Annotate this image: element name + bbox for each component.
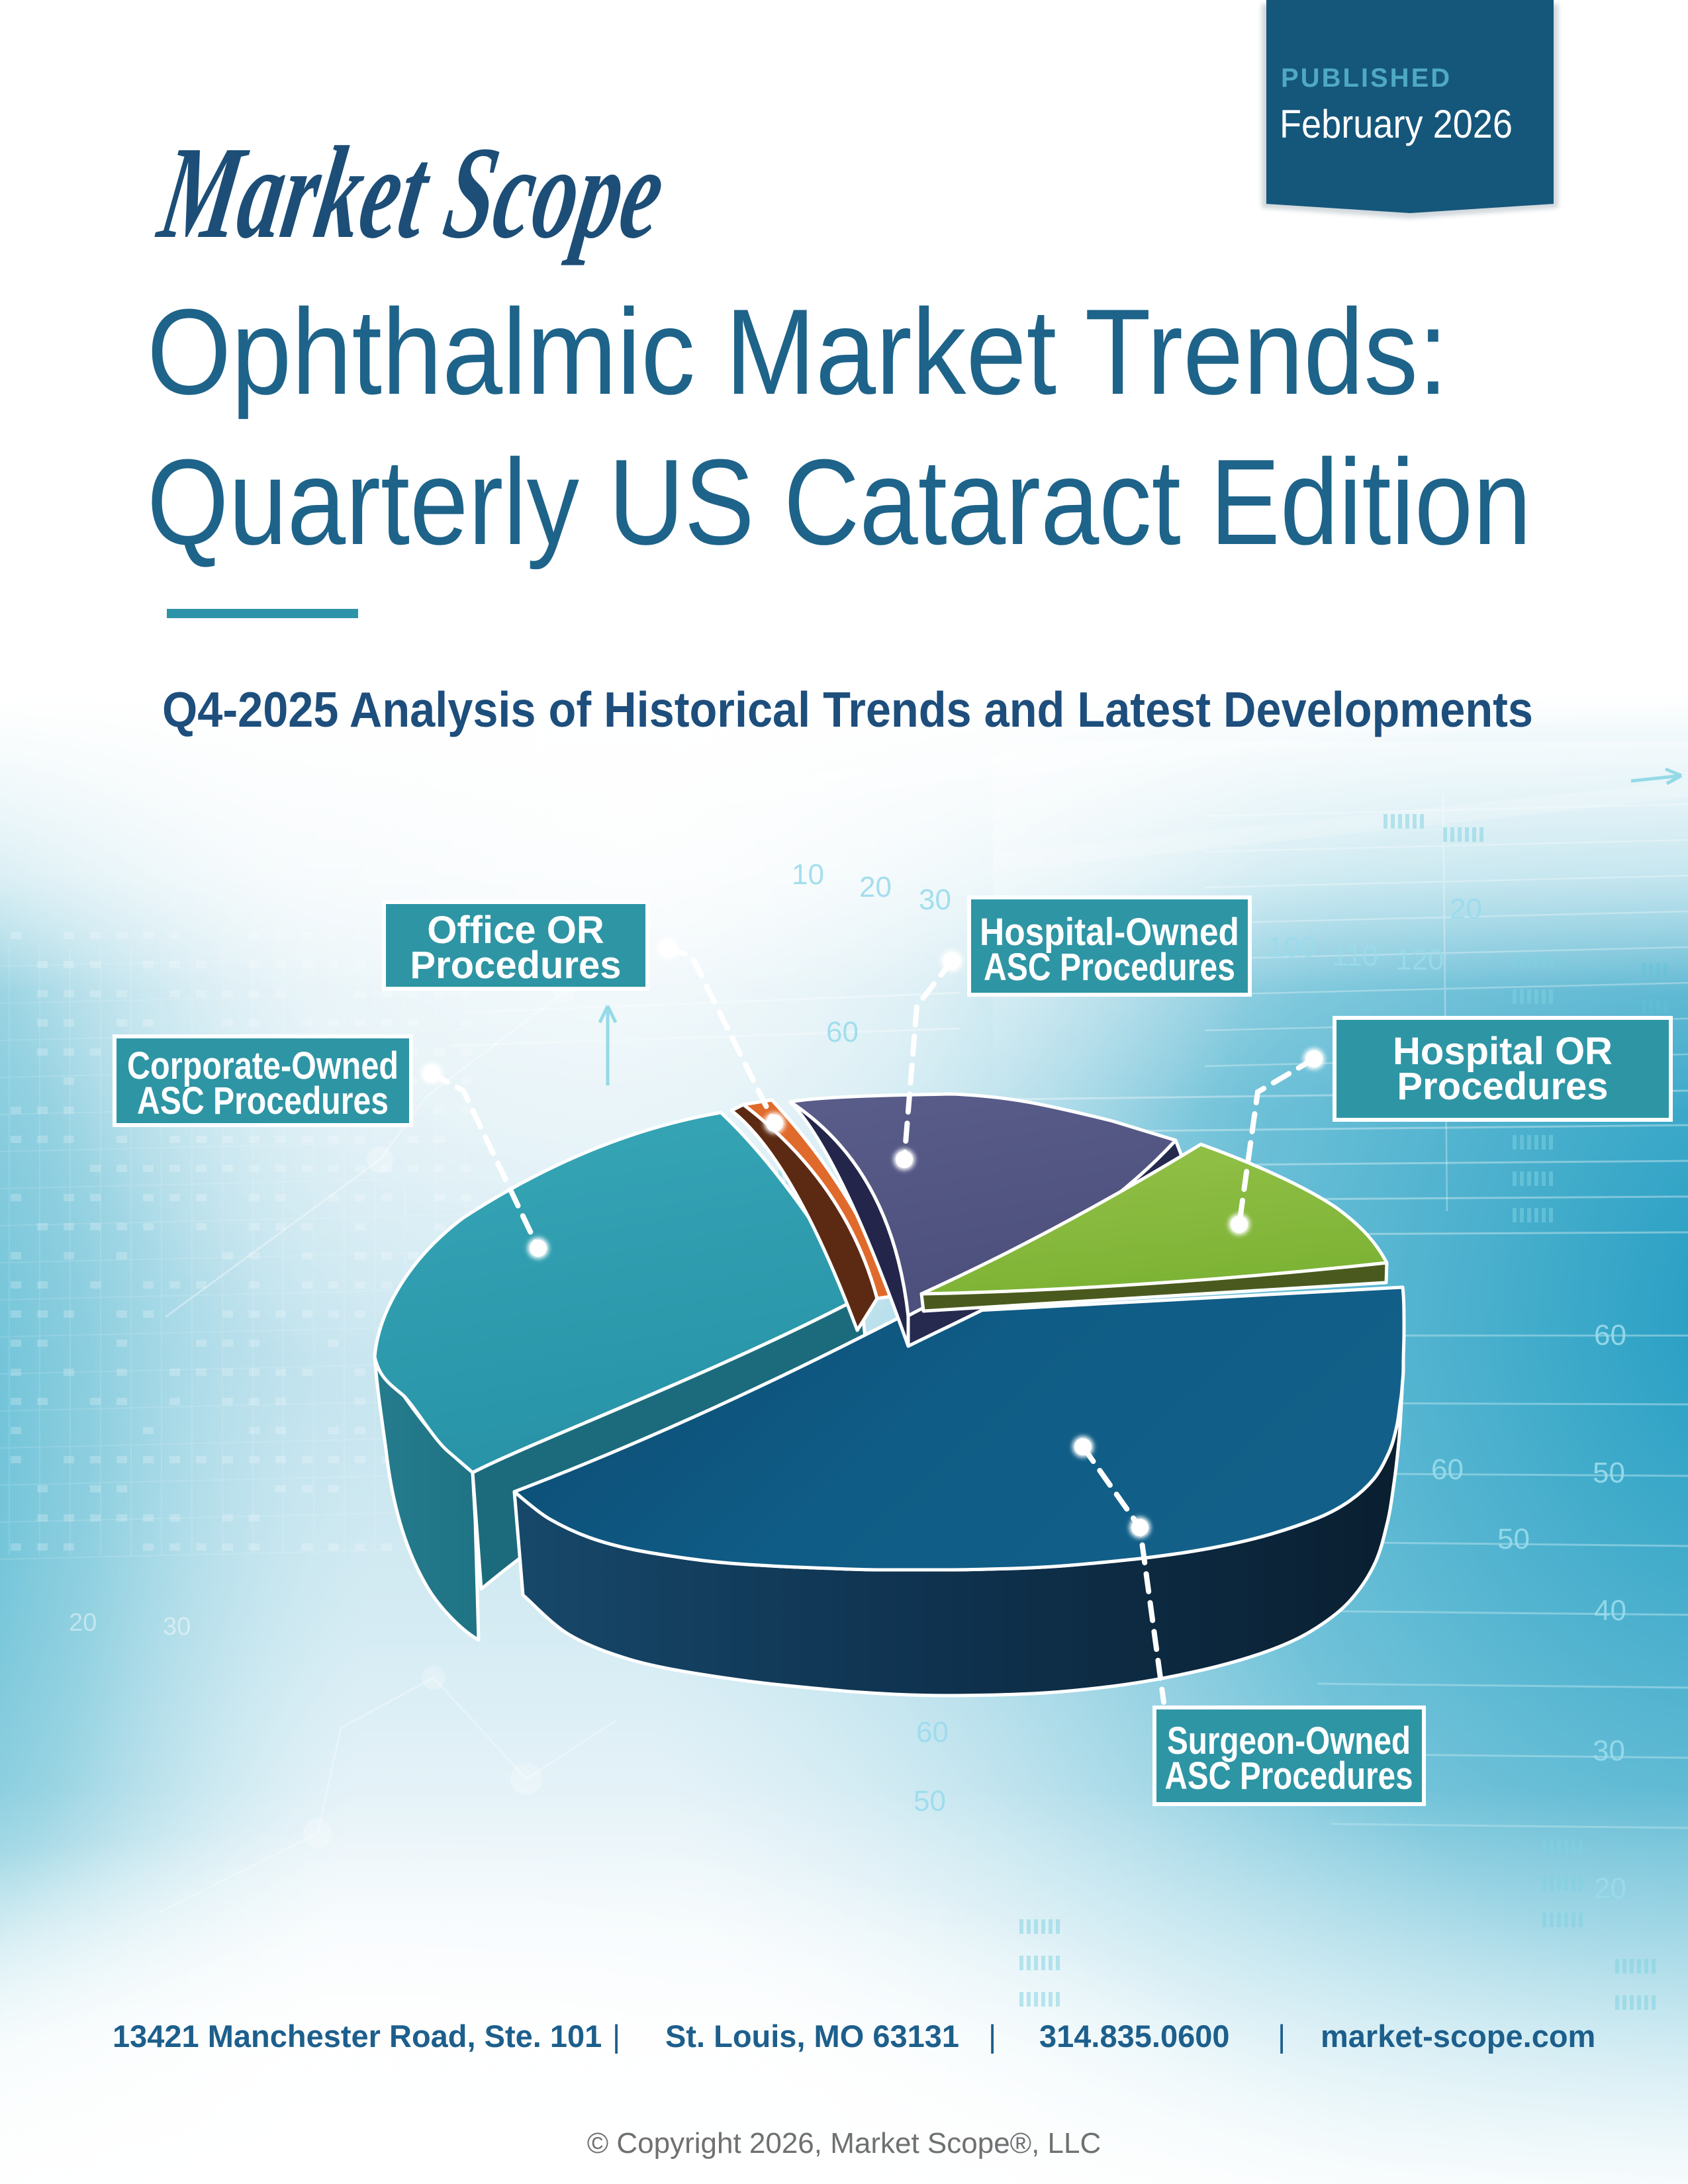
svg-text:|: | [612,2019,620,2054]
svg-text:110: 110 [1332,940,1378,972]
svg-text:30: 30 [357,858,385,886]
svg-text:market-scope.com: market-scope.com [1321,2019,1595,2054]
svg-text:|: | [1278,2019,1286,2054]
svg-text:ASC Procedures: ASC Procedures [137,1079,389,1122]
svg-text:© Copyright 2026, Market Scope: © Copyright 2026, Market Scope®, LLC [587,2127,1102,2160]
svg-text:30: 30 [163,1613,191,1641]
svg-text:314.835.0600: 314.835.0600 [1039,2019,1230,2054]
svg-text:60: 60 [1431,1453,1464,1486]
svg-text:13421 Manchester Road, Ste. 10: 13421 Manchester Road, Ste. 101 [113,2019,602,2054]
svg-text:100: 100 [1268,931,1316,964]
svg-text:Procedures: Procedures [1397,1065,1608,1108]
svg-text:St. Louis, MO 63131: St. Louis, MO 63131 [665,2019,959,2054]
svg-text:20: 20 [1594,1872,1626,1905]
svg-text:Quarterly US Cataract Edition: Quarterly US Cataract Edition [147,434,1531,570]
svg-text:10: 10 [792,858,824,891]
svg-text:Market Scope: Market Scope [149,119,674,266]
svg-text:Surgeon-Owned: Surgeon-Owned [1167,1719,1411,1762]
svg-text:40: 40 [1594,1594,1626,1627]
svg-text:Q4-2025 Analysis of Historical: Q4-2025 Analysis of Historical Trends an… [162,682,1533,738]
svg-text:30: 30 [1593,1735,1625,1767]
svg-text:Office OR: Office OR [427,909,604,952]
svg-text:120: 120 [1395,944,1444,976]
svg-text:50: 50 [914,1785,946,1817]
svg-text:ASC Procedures: ASC Procedures [1165,1754,1413,1797]
svg-text:50: 50 [1593,1457,1625,1489]
svg-text:February 2026: February 2026 [1280,102,1513,146]
svg-text:30: 30 [919,884,951,916]
svg-text:Procedures: Procedures [410,944,621,987]
svg-text:Ophthalmic Market Trends:: Ophthalmic Market Trends: [147,283,1448,420]
svg-text:60: 60 [916,1716,949,1749]
svg-text:20: 20 [1450,893,1482,925]
svg-text:20: 20 [69,1609,97,1637]
svg-text:50: 50 [1497,1523,1530,1555]
svg-text:ASC Procedures: ASC Procedures [984,946,1235,989]
svg-text:|: | [988,2019,996,2054]
svg-text:60: 60 [1594,1319,1626,1351]
svg-text:60: 60 [826,1016,859,1048]
svg-text:PUBLISHED: PUBLISHED [1281,64,1452,93]
svg-text:20: 20 [859,871,892,903]
svg-text:Hospital-Owned: Hospital-Owned [980,911,1239,954]
svg-text:Hospital OR: Hospital OR [1393,1030,1613,1073]
svg-text:Corporate-Owned: Corporate-Owned [127,1044,399,1087]
